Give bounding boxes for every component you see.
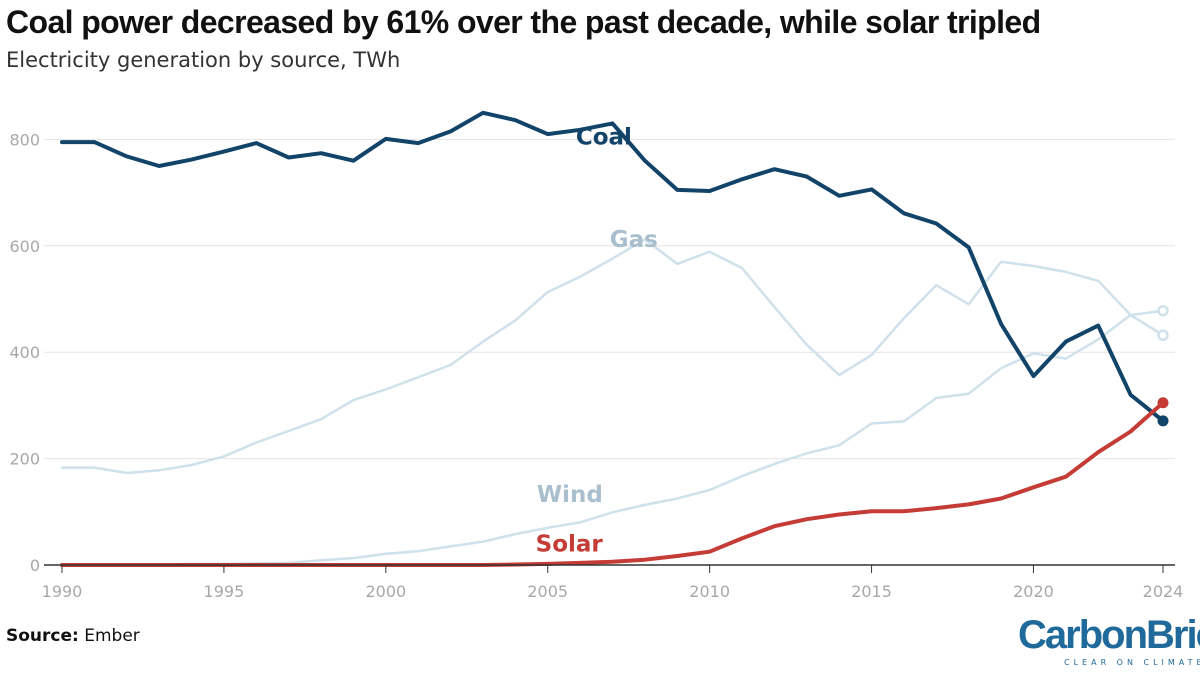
x-tick-label-2010: 2010 [689,582,730,601]
solar-series-label: Solar [536,532,604,558]
wind-line [60,309,1165,566]
coal-end-marker [1157,415,1169,427]
x-tick-label-2015: 2015 [851,582,892,601]
y-tick-label-0: 0 [30,556,40,575]
x-tick-label-2024: 2024 [1143,582,1184,601]
y-tick-label-600: 600 [9,237,40,256]
highlighted-series [60,110,1169,567]
carbonbrief-logo: CarbonBrief CLEAR ON CLIMATE [1018,612,1200,674]
x-tick-label-2020: 2020 [1013,582,1054,601]
solar-line [60,400,1165,567]
x-tick-label-1995: 1995 [204,582,245,601]
logo-wordmark: CarbonBrief [1018,613,1200,657]
y-axis-labels: 0 200 400 600 800 [9,130,40,575]
source-label: Source: [6,626,79,646]
y-tick-label-200: 200 [9,450,40,469]
gas-series-label: Gas [610,227,658,253]
source-value: Ember [84,626,140,646]
coal-series-label: Coal [576,125,632,151]
gridlines [44,138,1175,460]
x-tick-label-2005: 2005 [527,582,568,601]
solar-end-marker [1157,397,1169,409]
gas-end-marker [1157,329,1169,341]
series-labels: Coal Gas Wind Solar [536,125,658,558]
x-tick-label-2000: 2000 [365,582,406,601]
y-tick-label-800: 800 [9,130,40,149]
source-note: Source: Ember [6,626,140,646]
x-tick-label-1990: 1990 [42,582,83,601]
chart-title: Coal power decreased by 61% over the pas… [6,4,1041,40]
wind-end-marker [1157,304,1169,317]
secondary-series [60,238,1169,566]
y-tick-label-400: 400 [9,343,40,362]
line-chart: 1990 1995 2000 2005 2010 2015 2020 2024 0 200 400… [9,110,1184,601]
gas-line [60,238,1165,475]
logo-tagline: CLEAR ON CLIMATE [1064,658,1200,667]
wind-series-label: Wind [537,482,603,508]
chart-subtitle: Electricity generation by source, TWh [6,48,401,72]
x-axis: 1990 1995 2000 2005 2010 2015 2020 2024 [42,564,1184,601]
coal-line [60,110,1165,423]
